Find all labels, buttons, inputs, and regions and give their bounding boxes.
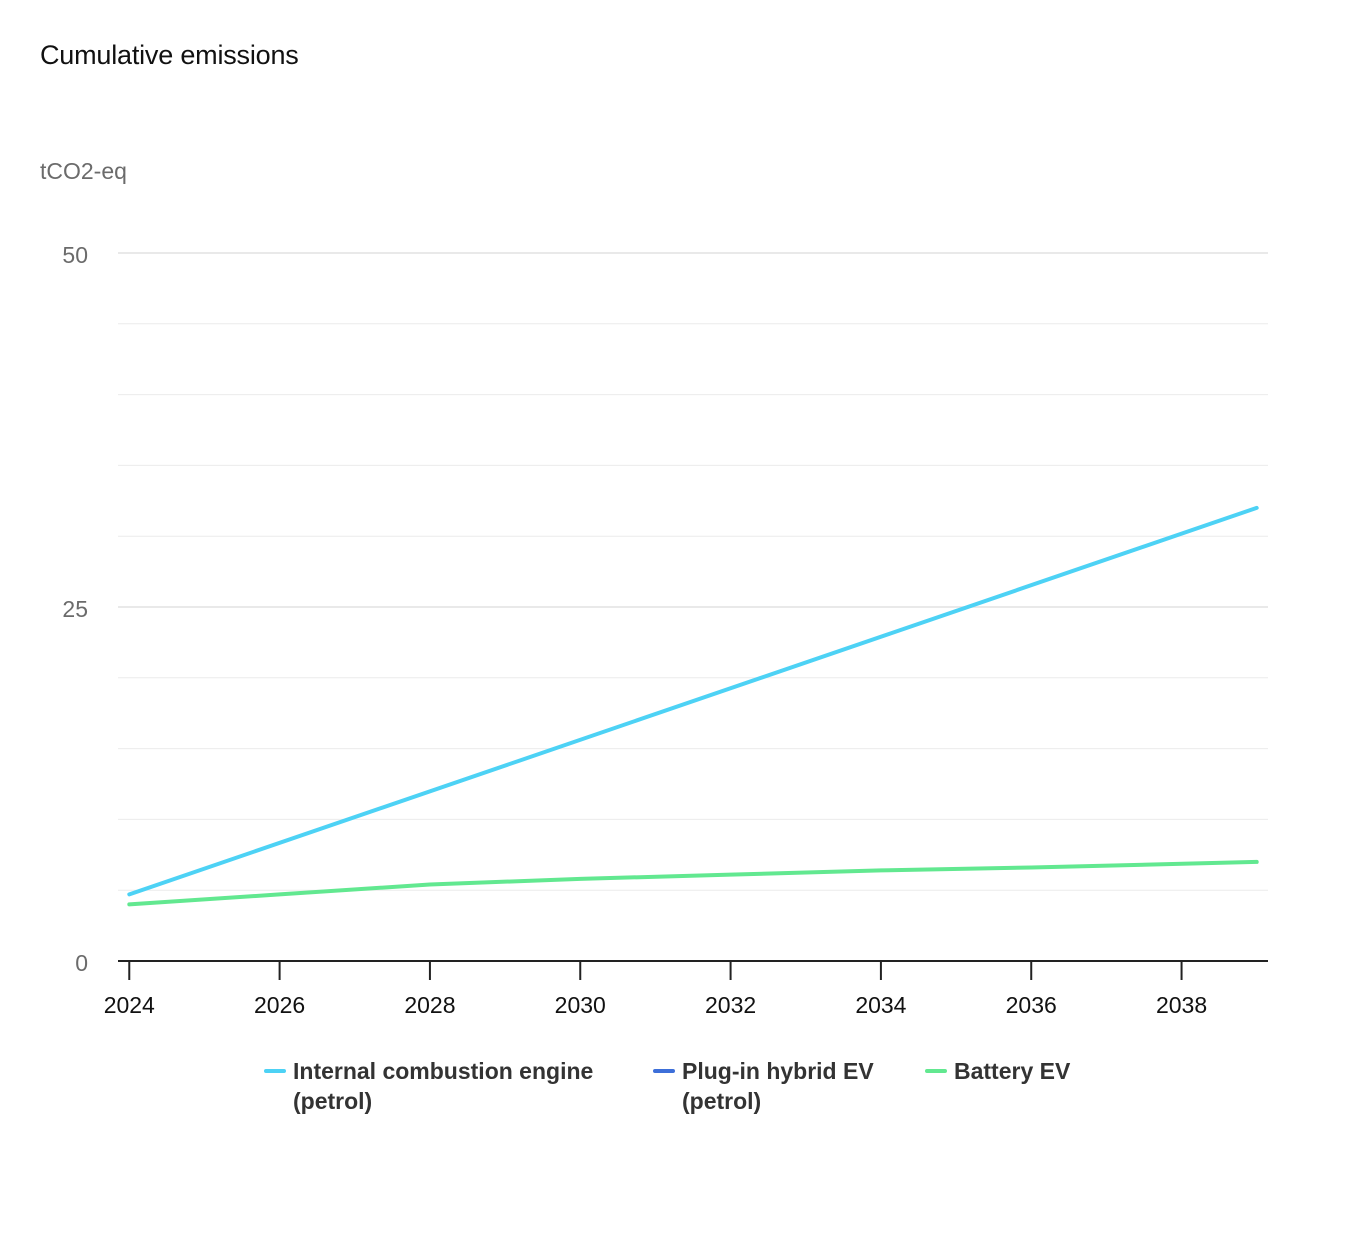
x-tick-label-2036: 2036 (1006, 992, 1057, 1018)
series-lines (127, 505, 1259, 907)
x-tick-label-2034: 2034 (855, 992, 906, 1018)
chart-title: Cumulative emissions (40, 40, 299, 70)
x-tick-label-2038: 2038 (1156, 992, 1207, 1018)
legend-item-ice[interactable]: Internal combustion engine (petrol) (264, 1056, 615, 1116)
y-tick-label-0: 0 (75, 950, 88, 976)
series-line-0 (127, 505, 1259, 897)
legend-label-bev: Battery EV (954, 1058, 1071, 1084)
gridlines (118, 252, 1268, 891)
legend-swatch-bev (925, 1069, 947, 1073)
legend-swatch-phev (653, 1069, 675, 1073)
legend-label-phev: Plug-in hybrid EV (petrol) (682, 1058, 874, 1114)
legend-label-ice: Internal combustion engine (petrol) (293, 1058, 594, 1114)
y-tick-label-50: 50 (62, 242, 88, 268)
x-tick-label-2026: 2026 (254, 992, 305, 1018)
x-tick-label-2024: 2024 (104, 992, 155, 1018)
y-tick-label-25: 25 (62, 596, 88, 622)
legend-item-phev[interactable]: Plug-in hybrid EV (petrol) (653, 1056, 887, 1116)
legend-item-bev[interactable]: Battery EV (925, 1056, 1084, 1116)
y-tick-labels: 0 25 50 (62, 242, 88, 976)
legend-swatch-ice (264, 1069, 286, 1073)
x-tick-label-2032: 2032 (705, 992, 756, 1018)
x-tick-label-2028: 2028 (404, 992, 455, 1018)
y-axis-label: tCO2-eq (40, 158, 127, 184)
series-line-2 (127, 859, 1259, 907)
x-tick-label-2030: 2030 (555, 992, 606, 1018)
x-axis: 2024 2026 2028 2030 2032 2034 2036 2038 (104, 960, 1268, 1018)
legend: Internal combustion engine (petrol) Plug… (264, 1056, 1084, 1116)
